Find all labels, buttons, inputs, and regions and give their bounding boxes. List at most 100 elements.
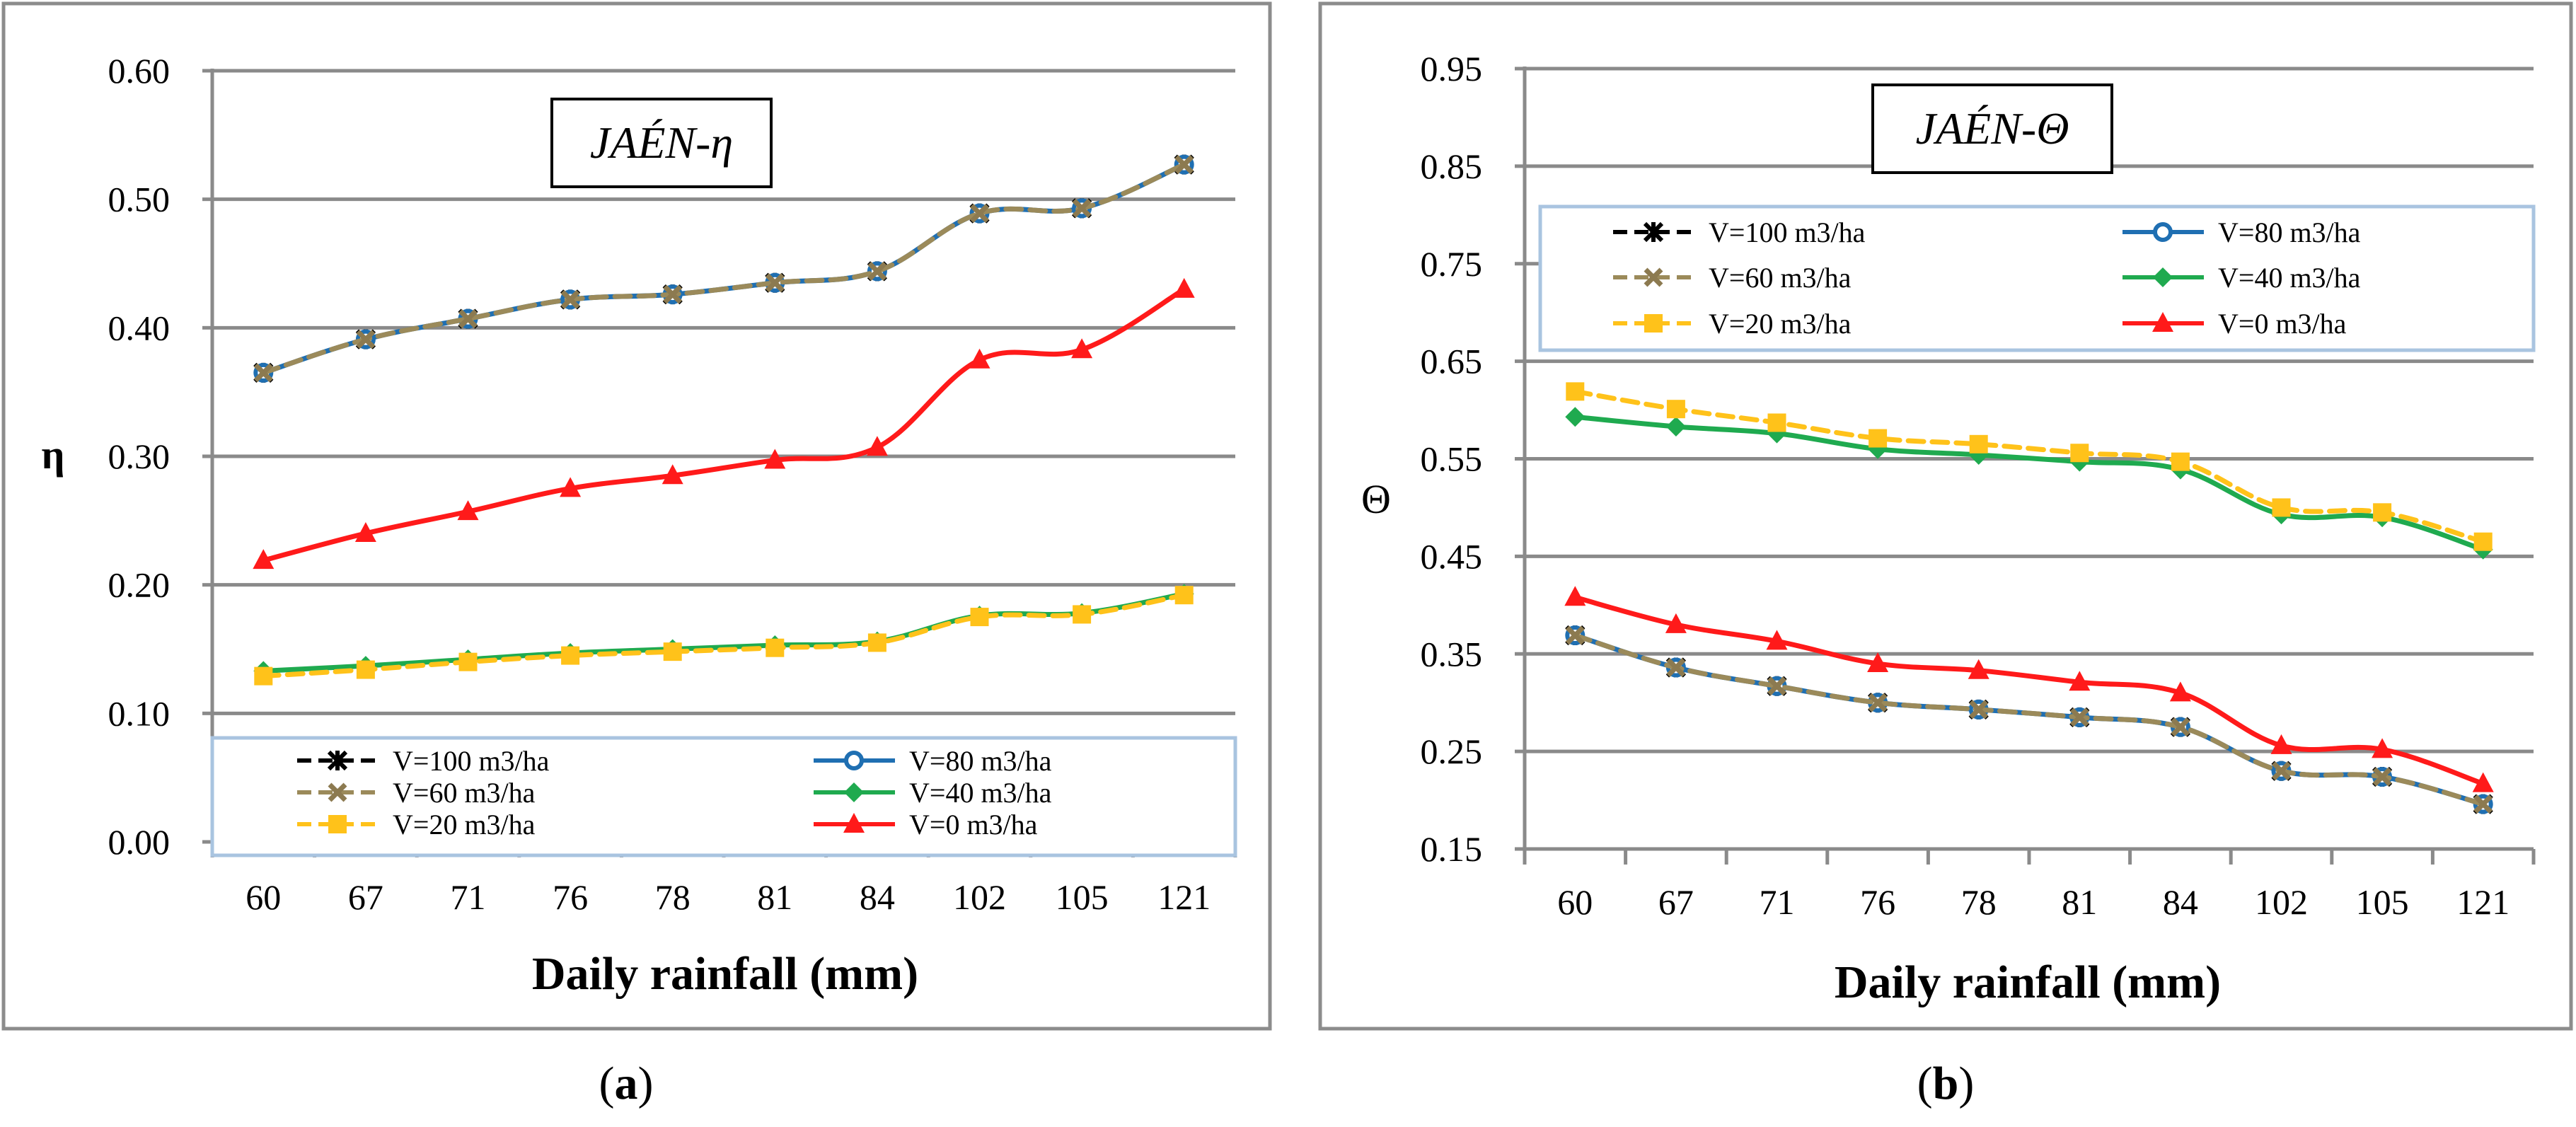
data-point-v20: [2373, 503, 2392, 522]
data-point-v0: [560, 477, 582, 497]
data-point-v60: [2171, 717, 2190, 737]
legend-label-v20: V=20 m3/ha: [1709, 308, 1852, 340]
data-point-v20: [1869, 429, 1888, 448]
data-point-v60: [1072, 198, 1092, 218]
panel-b-legend: V=100 m3/ha V=80 m3/ha V=60 m3/ha V=40 m3/h…: [1538, 204, 2536, 352]
legend-marker-v0: [843, 813, 865, 833]
y-tick-label: 0.00: [108, 822, 171, 862]
legend-marker-v40: [844, 782, 864, 802]
legend-entry-v40: V=40 m3/ha: [2122, 262, 2361, 294]
legend-marker-v80: [2153, 222, 2173, 242]
series-line-v20: [1572, 388, 2486, 545]
legend-label-v100: V=100 m3/ha: [393, 745, 550, 777]
data-point-v60: [1565, 625, 1585, 645]
legend-marker-v60: [328, 782, 347, 802]
series-v0: [253, 277, 1195, 570]
legend-label-v0: V=0 m3/ha: [909, 809, 1038, 840]
legend-entry-v100: V=100 m3/ha: [297, 745, 550, 777]
data-point-v0: [764, 449, 786, 469]
data-point-v60: [1666, 658, 1686, 678]
data-point-v0: [1564, 586, 1586, 606]
panel-a-x-ticks: 60 67 71 76 78 81 84 102 105 121: [246, 877, 1211, 917]
data-point-v0: [969, 348, 990, 369]
series-v60: [253, 155, 1194, 383]
legend-label-v100: V=100 m3/ha: [1709, 216, 1866, 248]
panel-a-gridlines: [212, 69, 1235, 715]
data-point-v20: [663, 642, 682, 661]
data-point-v20: [1969, 434, 1988, 453]
legend-marker-v20: [328, 815, 347, 833]
x-tick-label: 71: [1760, 882, 1795, 922]
data-point-v0: [2372, 738, 2393, 758]
legend-label-v80: V=80 m3/ha: [2218, 216, 2361, 248]
legend-entry-v0: V=0 m3/ha: [814, 809, 1038, 840]
x-tick-label: 67: [1658, 882, 1694, 922]
series-line-v20: [260, 592, 1187, 679]
panel-a-title-box: [550, 98, 773, 188]
data-point-v60: [458, 309, 478, 329]
x-tick-label: 81: [2062, 882, 2097, 922]
y-tick-label: 0.10: [108, 693, 171, 733]
panel-b-caption-close: ): [1958, 1058, 1974, 1109]
legend-label-v60: V=60 m3/ha: [1709, 262, 1852, 294]
panel-b-caption-open: (: [1917, 1058, 1933, 1109]
data-point-v0: [1071, 338, 1093, 359]
legend-marker-v80: [844, 751, 864, 770]
legend-label-v40: V=40 m3/ha: [909, 777, 1052, 809]
data-point-v0: [1665, 613, 1687, 633]
data-point-v20: [2272, 498, 2291, 517]
x-tick-label: 105: [2356, 882, 2409, 922]
data-point-v0: [2169, 681, 2191, 702]
data-point-v60: [1868, 693, 1888, 712]
data-point-v60: [1174, 155, 1194, 175]
series-line-v0: [260, 287, 1187, 563]
data-point-v60: [2372, 767, 2392, 787]
data-point-v60: [560, 289, 580, 309]
data-point-v20: [2473, 532, 2493, 551]
x-tick-label: 71: [451, 877, 486, 917]
data-point-v60: [1767, 676, 1786, 696]
panel-a-legend: V=100 m3/ha V=80 m3/ha V=60 m3/ha V=40 m3/h…: [210, 736, 1237, 857]
legend-marker-v60: [1644, 267, 1663, 287]
data-point-v60: [970, 204, 989, 224]
data-point-v60: [765, 273, 785, 293]
legend-entry-v40: V=40 m3/ha: [814, 777, 1052, 809]
x-tick-label: 84: [2163, 882, 2198, 922]
data-point-v20: [1073, 605, 1092, 624]
series-line-v40: [1572, 414, 2486, 553]
x-tick-label: 105: [1056, 877, 1109, 917]
panel-a-chart: 0.00 0.10 0.20 0.30 0.40 0.50 0.60 60 67 71 76 78 8…: [1, 1, 1272, 1031]
x-tick-label: 102: [953, 877, 1006, 917]
data-point-v20: [561, 646, 580, 665]
panel-b-series: [1564, 382, 2494, 814]
y-tick-label: 0.50: [108, 180, 171, 219]
panel-b-x-axis-label: Daily rainfall (mm): [1835, 956, 2221, 1008]
x-tick-label: 78: [655, 877, 691, 917]
panel-b-x-ticks: 60 67 71 76 78 81 84 102 105 121: [1557, 882, 2509, 922]
data-point-v0: [2069, 671, 2091, 691]
panel-a-title-text: JAÉN-η: [590, 117, 733, 168]
data-point-v60: [2272, 761, 2291, 781]
data-point-v20: [2070, 444, 2089, 463]
data-point-v0: [354, 522, 376, 542]
y-tick-label: 0.40: [108, 308, 171, 347]
data-point-v0: [1766, 630, 1788, 650]
data-point-v40: [1565, 407, 1586, 427]
panel-a-x-axis-label: Daily rainfall (mm): [532, 948, 918, 1000]
y-tick-label: 0.75: [1421, 244, 1483, 284]
data-point-v20: [1566, 382, 1585, 401]
data-point-v60: [867, 261, 887, 281]
data-point-v60: [1969, 700, 1989, 719]
data-point-v20: [356, 660, 375, 679]
data-point-v20: [458, 652, 478, 671]
data-point-v20: [766, 638, 785, 657]
legend-label-v60: V=60 m3/ha: [393, 777, 536, 809]
legend-label-v80: V=80 m3/ha: [909, 745, 1052, 777]
data-point-v0: [662, 464, 683, 485]
x-tick-label: 84: [860, 877, 895, 917]
data-point-v0: [1173, 277, 1195, 298]
data-point-v0: [1867, 652, 1889, 673]
x-tick-label: 60: [1557, 882, 1593, 922]
y-tick-label: 0.35: [1421, 634, 1483, 674]
panel-a-y-ticks: 0.00 0.10 0.20 0.30 0.40 0.50 0.60: [108, 51, 171, 862]
